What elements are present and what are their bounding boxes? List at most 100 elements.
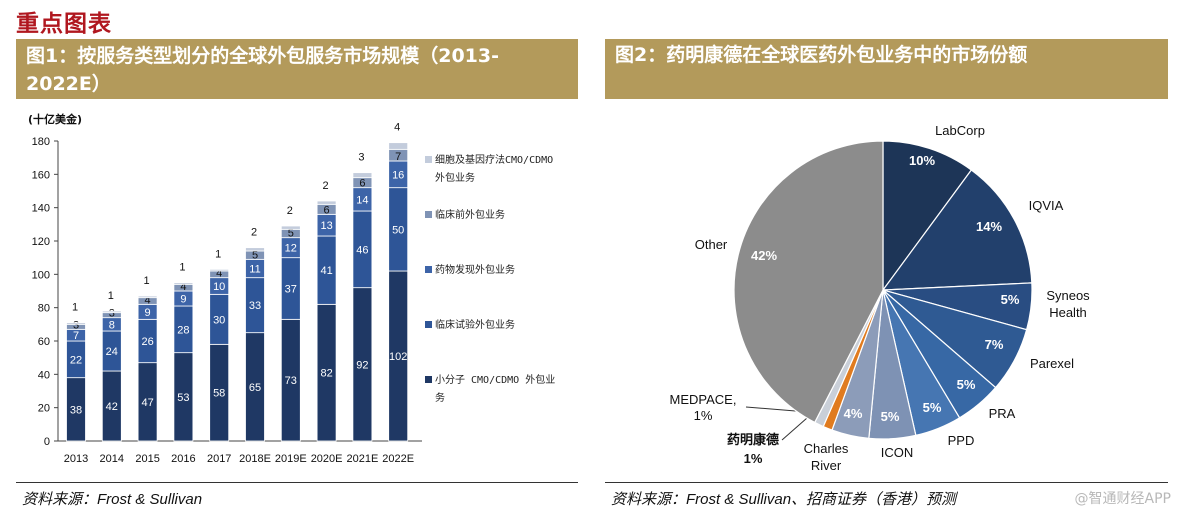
bar-value-label: 6	[324, 204, 330, 216]
bar-value-label: 28	[177, 324, 189, 336]
bar-value-label: 9	[145, 307, 151, 319]
bar-segment	[173, 282, 194, 285]
bar-value-label: 92	[356, 359, 368, 371]
pie-category-label: Other	[695, 237, 728, 252]
legend-swatch	[425, 321, 432, 328]
x-tick-label: 2021E	[346, 453, 378, 465]
figure2-divider	[605, 482, 1168, 483]
pie-slice	[882, 140, 973, 292]
pie-value-label: 7%	[985, 337, 1004, 352]
bar-value-label: 16	[392, 169, 404, 181]
pie-value-label: 42%	[751, 248, 777, 263]
bar-segment	[101, 310, 122, 314]
bar-segment	[352, 172, 373, 179]
x-tick-label: 2017	[207, 453, 231, 465]
bar-value-label: 4	[180, 281, 186, 293]
bar-value-label: 42	[106, 401, 118, 413]
bar-value-label: 2	[251, 227, 257, 239]
pie-value-label: 5%	[881, 409, 900, 424]
bar-value-label: 50	[392, 224, 404, 236]
pie-value-label: 5%	[957, 377, 976, 392]
pie-category-label: PRA	[989, 406, 1016, 421]
bar-value-label: 47	[141, 397, 153, 409]
y-tick-label: 160	[32, 169, 50, 181]
bar-value-label: 46	[356, 244, 368, 256]
pie-category-label: PPD	[948, 433, 975, 448]
y-axis-label: (十亿美金)	[28, 112, 82, 126]
bar-value-label: 26	[141, 336, 153, 348]
pie-category-label: Syneos	[1046, 288, 1090, 303]
bar-value-label: 10	[213, 281, 225, 293]
y-tick-label: 180	[32, 136, 50, 148]
bar-value-label: 5	[288, 228, 294, 240]
bar-value-label: 3	[358, 152, 364, 164]
figure1-source: 资料来源：Frost & Sullivan	[22, 491, 203, 508]
page-heading: 重点图表	[16, 10, 112, 37]
pie-category-label: River	[811, 458, 842, 473]
pie-value-label: 5%	[923, 400, 942, 415]
bar-value-label: 6	[359, 178, 365, 190]
pie-category-label: Health	[1049, 305, 1087, 320]
figure2-title: 图2：药明康德在全球医药外包业务中的市场份额	[605, 39, 1168, 99]
bar-value-label: 22	[70, 354, 82, 366]
pie-slice	[881, 169, 1033, 291]
pie-category-label: ICON	[881, 445, 914, 460]
y-tick-label: 120	[32, 236, 50, 248]
legend-swatch	[425, 211, 432, 218]
figure1-title: 图1：按服务类型划分的全球外包服务市场规模（2013-2022E）	[16, 39, 578, 99]
bar-value-label: 5	[252, 249, 258, 261]
bar-value-label: 58	[213, 388, 225, 400]
y-tick-label: 80	[38, 303, 50, 315]
bar-value-label: 7	[395, 151, 401, 163]
bar-value-label: 2	[323, 180, 329, 192]
pie-category-label: Parexel	[1030, 356, 1074, 371]
bar-value-label: 24	[106, 346, 118, 358]
bar-value-label: 82	[320, 368, 332, 380]
pie-category-label: MEDPACE,	[670, 392, 737, 407]
bar-value-label: 4	[145, 294, 151, 306]
pie-slice	[733, 140, 884, 424]
bar-value-label: 30	[213, 314, 225, 326]
bar-value-label: 3	[109, 308, 115, 320]
x-tick-label: 2020E	[311, 453, 343, 465]
bar-value-label: 3	[73, 319, 79, 331]
bar-value-label: 1	[179, 262, 185, 274]
pie-value-label: 10%	[909, 153, 935, 168]
pie-value-label: 1%	[694, 408, 713, 423]
bar-value-label: 102	[389, 351, 407, 363]
legend-label: 临床前外包业务	[435, 208, 505, 221]
bar-segment	[280, 225, 301, 230]
pie-category-label: LabCorp	[935, 123, 985, 138]
bar-value-label: 1	[144, 275, 150, 287]
bar-segment	[245, 247, 265, 252]
legend-label: 药物发现外包业务	[435, 263, 515, 276]
bar-value-label: 9	[180, 294, 186, 306]
bar-value-label: 14	[356, 194, 368, 206]
pie-value-label: 4%	[844, 406, 863, 421]
bar-segment	[316, 200, 337, 205]
bar-value-label: 4	[216, 268, 222, 280]
x-tick-label: 2019E	[275, 453, 307, 465]
figure2-source: 资料来源：Frost & Sullivan、招商证券（香港）预测	[611, 491, 957, 508]
legend-label: 临床试验外包业务	[435, 318, 515, 331]
figure1-divider	[16, 482, 578, 483]
y-tick-label: 20	[38, 403, 50, 415]
bar-value-label: 13	[320, 220, 332, 232]
bar-value-label: 33	[249, 300, 261, 312]
watermark: @智通财经APP	[1074, 491, 1171, 507]
pie-value-label: 5%	[1001, 292, 1020, 307]
bar-value-label: 73	[285, 375, 297, 387]
pie-category-label: Charles	[804, 441, 849, 456]
x-tick-label: 2015	[135, 453, 159, 465]
bar-value-label: 1	[108, 290, 114, 302]
x-tick-label: 2013	[64, 453, 88, 465]
bar-value-label: 11	[249, 264, 260, 276]
legend-label: 务	[435, 391, 445, 404]
pie-value-label: 14%	[976, 219, 1002, 234]
x-tick-label: 2018E	[239, 453, 271, 465]
bar-value-label: 4	[394, 122, 400, 134]
x-tick-label: 2022E	[382, 453, 414, 465]
bar-value-label: 37	[285, 284, 297, 296]
y-tick-label: 100	[32, 269, 50, 281]
